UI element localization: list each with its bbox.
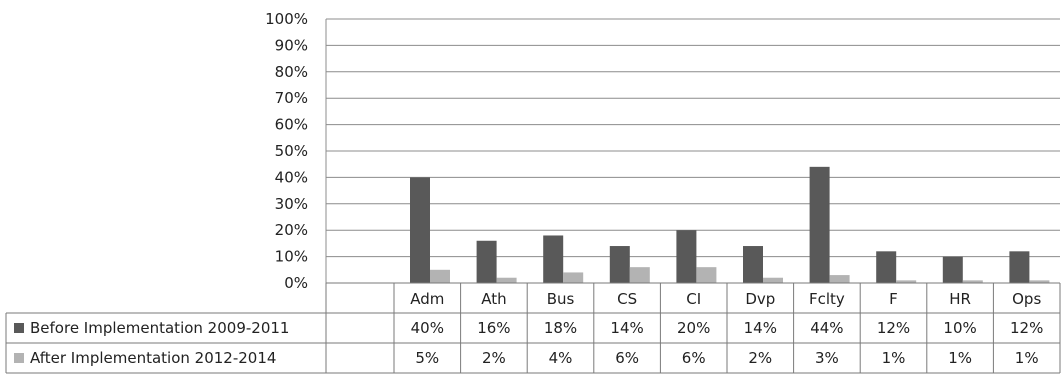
data-table: Adm Ath Bus CS CI Dvp Fclty F HR Ops Before Implem… <box>5 282 1061 374</box>
bar-series-1-Adm <box>430 269 450 283</box>
bar-series-0-Ath <box>476 240 497 283</box>
legend-key-series-1 <box>14 353 24 363</box>
data-label: 40% <box>411 319 444 337</box>
data-label: 4% <box>549 349 573 367</box>
data-label: 44% <box>810 319 843 337</box>
category-label: Ath <box>481 290 506 308</box>
bars <box>410 166 1050 283</box>
y-axis-ticks: 0% 10% 20% 30% 40% 50% 60% 70% 80% 90% 100% <box>265 10 308 292</box>
y-tick-label: 90% <box>275 36 308 54</box>
data-label: 6% <box>682 349 706 367</box>
y-tick-label: 100% <box>265 10 308 28</box>
category-label: F <box>889 290 898 308</box>
category-label: Ops <box>1012 290 1041 308</box>
data-label: 14% <box>744 319 777 337</box>
y-tick-label: 10% <box>275 248 308 266</box>
data-label: 6% <box>615 349 639 367</box>
data-label: 1% <box>1015 349 1039 367</box>
y-tick-label: 60% <box>275 116 308 134</box>
bar-series-0-Bus <box>543 235 564 283</box>
data-label: 16% <box>477 319 510 337</box>
data-label: 14% <box>610 319 643 337</box>
category-label: HR <box>949 290 971 308</box>
legend-key-series-0 <box>14 323 24 333</box>
data-label: 2% <box>748 349 772 367</box>
category-label: Fclty <box>809 290 845 308</box>
bar-series-0-CS <box>609 246 630 283</box>
bar-series-1-Fclty <box>829 275 850 283</box>
category-label: CI <box>686 290 701 308</box>
category-label: CS <box>617 290 637 308</box>
category-label: Bus <box>547 290 575 308</box>
y-tick-label: 40% <box>275 168 308 186</box>
legend-label-series-0: Before Implementation 2009-2011 <box>30 319 289 337</box>
bar-series-0-F <box>876 251 897 283</box>
bar-series-0-Fclty <box>809 166 830 283</box>
data-label: 18% <box>544 319 577 337</box>
bar-series-1-CS <box>629 267 650 283</box>
data-label: 10% <box>943 319 976 337</box>
data-label: 3% <box>815 349 839 367</box>
y-tick-label: 70% <box>275 89 308 107</box>
y-tick-label: 50% <box>275 142 308 160</box>
bar-series-1-Dvp <box>763 277 783 283</box>
data-label: 12% <box>877 319 910 337</box>
data-label: 1% <box>948 349 972 367</box>
bar-series-1-CI <box>696 267 717 283</box>
bar-series-1-Bus <box>563 272 584 283</box>
data-label: 5% <box>415 349 439 367</box>
bar-series-0-Adm <box>410 177 430 283</box>
bar-series-0-HR <box>942 256 963 283</box>
bar-series-1-Ath <box>496 277 517 283</box>
legend-label-series-1: After Implementation 2012-2014 <box>30 349 276 367</box>
bar-series-1-HR <box>962 280 983 283</box>
category-label: Adm <box>410 290 444 308</box>
y-tick-label: 20% <box>275 221 308 239</box>
bar-series-0-Ops <box>1009 251 1030 283</box>
data-label: 2% <box>482 349 506 367</box>
data-label: 1% <box>882 349 906 367</box>
bar-series-1-Ops <box>1029 280 1050 283</box>
gridlines <box>325 18 1060 284</box>
data-label: 20% <box>677 319 710 337</box>
y-tick-label: 0% <box>284 274 308 292</box>
bar-series-1-F <box>896 280 917 283</box>
data-label: 12% <box>1010 319 1043 337</box>
y-tick-label: 30% <box>275 195 308 213</box>
bar-series-0-CI <box>676 230 697 283</box>
category-label: Dvp <box>745 290 775 308</box>
bar-series-0-Dvp <box>743 246 763 283</box>
y-tick-label: 80% <box>275 63 308 81</box>
